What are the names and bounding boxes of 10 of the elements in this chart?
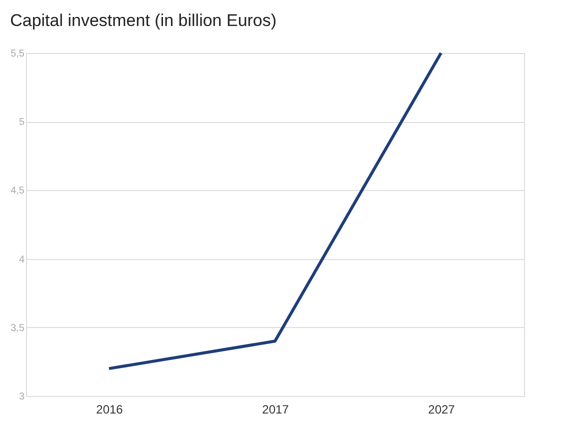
y-tick-label: 4,5 <box>10 186 25 197</box>
x-tick-label: 2017 <box>262 402 290 416</box>
chart-title: Capital investment (in billion Euros) <box>10 11 277 30</box>
x-tick-label: 2027 <box>428 402 456 416</box>
y-tick-label: 3,5 <box>10 322 25 334</box>
y-tick-label: 5,5 <box>10 48 25 60</box>
y-tick-label: 5 <box>18 117 25 128</box>
x-tick-label: 2016 <box>96 402 124 416</box>
y-tick-label: 4 <box>18 254 25 266</box>
y-tick-label: 3 <box>18 392 25 402</box>
